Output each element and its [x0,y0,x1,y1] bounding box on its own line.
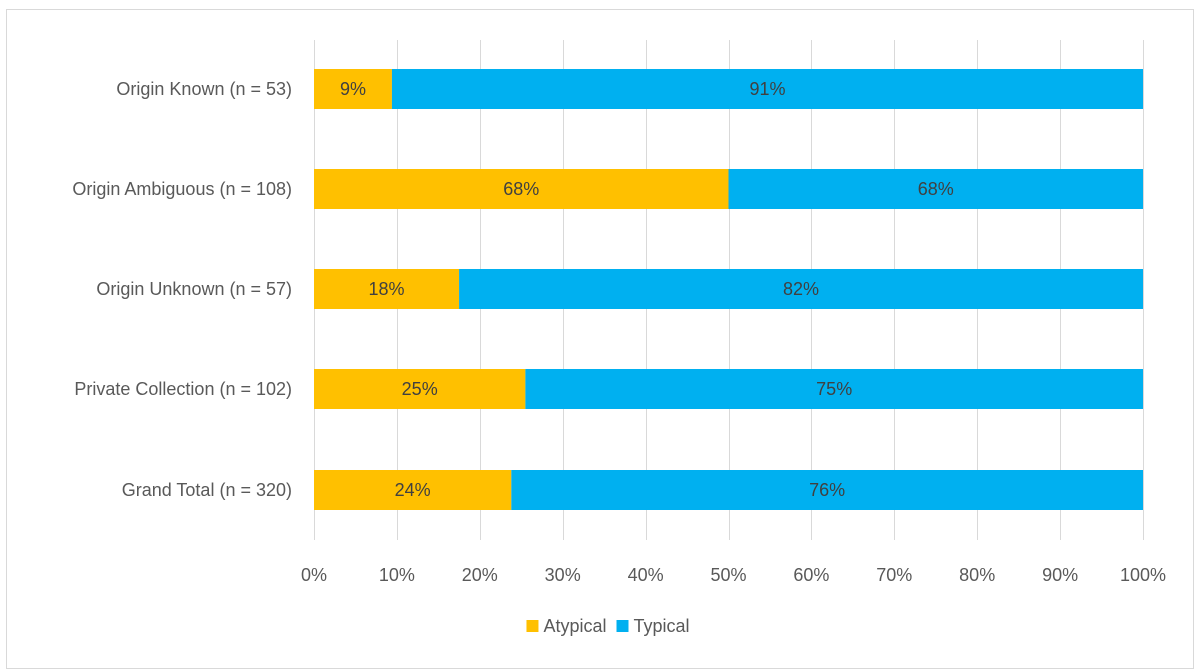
bar-typical [391,69,1143,109]
bar-typical [525,369,1143,409]
x-tick-label: 60% [793,565,829,585]
category-labels: Origin Known (n = 53) Origin Ambiguous (n… [72,79,292,500]
bar-typical [728,169,1143,209]
x-tick-label: 50% [710,565,746,585]
data-label: 25% [402,379,438,399]
category-label: Origin Unknown (n = 57) [96,279,292,299]
x-tick-label: 100% [1120,565,1166,585]
x-tick-label: 80% [959,565,995,585]
legend-swatch-atypical [526,620,539,632]
data-label: 18% [369,279,405,299]
x-tick-labels: 0% 10% 20% 30% 40% 50% 60% 70% 80% 90% 100% [301,565,1166,585]
bar-typical [511,470,1143,510]
x-tick-label: 40% [628,565,664,585]
x-tick-label: 70% [876,565,912,585]
data-label: 76% [809,480,845,500]
data-label: 82% [783,279,819,299]
bar-atypical [314,69,392,109]
bar-atypical [314,369,526,409]
category-label: Origin Known (n = 53) [116,79,292,99]
legend-label: Typical [634,616,690,636]
category-label: Origin Ambiguous (n = 108) [72,179,292,199]
x-tick-label: 30% [545,565,581,585]
data-label: 9% [340,79,366,99]
legend-label: Atypical [543,616,606,636]
chart-frame [6,9,1194,669]
bar-typical [459,269,1143,309]
legend: Atypical Typical [526,616,690,636]
data-label: 68% [503,179,539,199]
x-tick-label: 20% [462,565,498,585]
x-tick-label: 10% [379,565,415,585]
bar-atypical [314,470,512,510]
category-label: Grand Total (n = 320) [122,480,292,500]
bar-atypical [314,169,729,209]
bar-atypical [314,269,460,309]
x-tick-label: 0% [301,565,327,585]
data-label: 75% [816,379,852,399]
data-label: 24% [395,480,431,500]
legend-swatch-typical [616,620,629,632]
data-label: 91% [749,79,785,99]
x-tick-label: 90% [1042,565,1078,585]
bars: 9% 91% 68% 68% 18% 82% 25% 75% 24% 76% [314,69,1143,510]
stacked-bar-chart: 9% 91% 68% 68% 18% 82% 25% 75% 24% 76% Origin Kno… [72,40,1166,636]
data-label: 68% [918,179,954,199]
category-label: Private Collection (n = 102) [74,379,292,399]
